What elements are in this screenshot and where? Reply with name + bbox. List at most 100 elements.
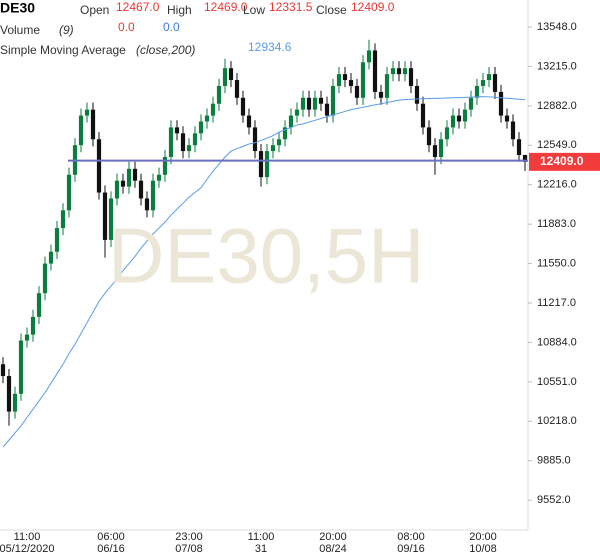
y-tick-label: 10884.0 bbox=[537, 336, 577, 348]
candle-body bbox=[492, 74, 498, 92]
candle-body bbox=[288, 115, 294, 128]
symbol: DE30 bbox=[0, 0, 35, 16]
candle-body bbox=[486, 74, 492, 81]
candle-body bbox=[282, 127, 288, 140]
y-tick-label: 10218.0 bbox=[537, 415, 577, 427]
candle-body bbox=[270, 145, 276, 152]
candle-body bbox=[408, 68, 414, 86]
candle-body bbox=[168, 127, 174, 158]
candle-body bbox=[192, 133, 198, 146]
candle-body bbox=[210, 103, 216, 116]
candle-body bbox=[402, 68, 408, 75]
candle-body bbox=[420, 103, 426, 128]
open-value: 12467.0 bbox=[116, 0, 160, 14]
candle-body bbox=[36, 293, 42, 317]
y-tick-label: 12549.0 bbox=[537, 139, 577, 151]
candle-body bbox=[42, 263, 48, 294]
candle-body bbox=[108, 198, 114, 240]
y-tick-label: 13548.0 bbox=[537, 21, 577, 33]
y-tick-label: 11217.0 bbox=[537, 297, 576, 309]
x-tick-label: 08/24 bbox=[319, 543, 347, 555]
candle-body bbox=[516, 139, 522, 155]
candle-body bbox=[30, 316, 36, 335]
y-tick-label: 13215.0 bbox=[537, 60, 577, 72]
x-tick-label: 10/08 bbox=[469, 543, 497, 555]
sma-params: (close,200) bbox=[136, 43, 195, 57]
candle-body bbox=[126, 168, 132, 187]
candle-body bbox=[258, 151, 264, 178]
volume-value: 0.0 bbox=[163, 20, 180, 34]
x-tick-label: 11:00 bbox=[14, 531, 41, 543]
candle-body bbox=[228, 68, 234, 81]
candle-body bbox=[216, 85, 222, 104]
sma-value: 12934.6 bbox=[248, 40, 292, 54]
candle-body bbox=[462, 109, 468, 122]
sma-label: Simple Moving Average bbox=[0, 43, 126, 57]
candle-body bbox=[324, 103, 330, 116]
volume-value: 0.0 bbox=[118, 20, 135, 34]
candle-body bbox=[246, 115, 252, 128]
candle-body bbox=[114, 180, 120, 199]
candle-body bbox=[360, 62, 366, 98]
candle-body bbox=[138, 180, 144, 199]
y-tick-label: 11883.0 bbox=[537, 218, 576, 230]
candle-body bbox=[414, 85, 420, 104]
sma-line bbox=[2, 96, 526, 448]
candle-body bbox=[12, 393, 18, 412]
x-tick-label: 05/12/2020 bbox=[0, 543, 55, 555]
candle-body bbox=[240, 97, 246, 116]
candle-body bbox=[276, 139, 282, 146]
y-tick-label: 10551.0 bbox=[537, 376, 577, 388]
candle-body bbox=[306, 97, 312, 110]
candle-body bbox=[294, 109, 300, 116]
candle-body bbox=[438, 139, 444, 158]
candle-body bbox=[222, 68, 228, 86]
candle-body bbox=[366, 50, 372, 63]
candle-body bbox=[144, 198, 150, 211]
open-label: Open bbox=[80, 3, 109, 17]
candle-body bbox=[498, 91, 504, 116]
candle-body bbox=[342, 74, 348, 81]
candle-body bbox=[354, 85, 360, 98]
candle-body bbox=[372, 50, 378, 92]
candle-body bbox=[450, 115, 456, 128]
x-tick-label: 09/16 bbox=[397, 543, 425, 555]
candle-body bbox=[504, 115, 510, 122]
x-tick-label: 23:00 bbox=[175, 531, 203, 543]
candle-body bbox=[204, 115, 210, 122]
candle-body bbox=[0, 364, 6, 377]
candle-body bbox=[6, 376, 12, 412]
y-tick-label: 11550.0 bbox=[537, 257, 576, 269]
watermark: DE30,5H bbox=[108, 212, 425, 300]
candle-body bbox=[264, 151, 270, 178]
x-tick-label: 20:00 bbox=[319, 531, 347, 543]
candle-body bbox=[330, 85, 336, 116]
candle-body bbox=[156, 174, 162, 181]
close-value: 12409.0 bbox=[351, 0, 395, 14]
close-label: Close bbox=[316, 3, 347, 17]
candle-body bbox=[18, 340, 24, 394]
y-tick-label: 12216.0 bbox=[537, 179, 577, 191]
candle-body bbox=[510, 121, 516, 140]
x-tick-label: 20:00 bbox=[469, 531, 497, 543]
y-tick-label: 12882.0 bbox=[537, 100, 577, 112]
candle-body bbox=[24, 334, 30, 341]
candle-body bbox=[252, 127, 258, 152]
candle-body bbox=[378, 91, 384, 98]
candle-body bbox=[432, 145, 438, 158]
candle-body bbox=[444, 127, 450, 140]
last-price-label: 12409.0 bbox=[540, 154, 584, 168]
x-tick-label: 08:00 bbox=[397, 531, 425, 543]
last-price-tag bbox=[529, 152, 600, 171]
candle-body bbox=[198, 121, 204, 134]
candle-body bbox=[174, 127, 180, 134]
candle-body bbox=[348, 80, 354, 86]
candle-body bbox=[300, 97, 306, 110]
candle-body bbox=[318, 97, 324, 104]
candle-body bbox=[54, 228, 60, 252]
candle-body bbox=[456, 115, 462, 122]
candle-body bbox=[426, 127, 432, 146]
y-tick-label: 9885.0 bbox=[537, 455, 571, 467]
candle-body bbox=[78, 115, 84, 146]
